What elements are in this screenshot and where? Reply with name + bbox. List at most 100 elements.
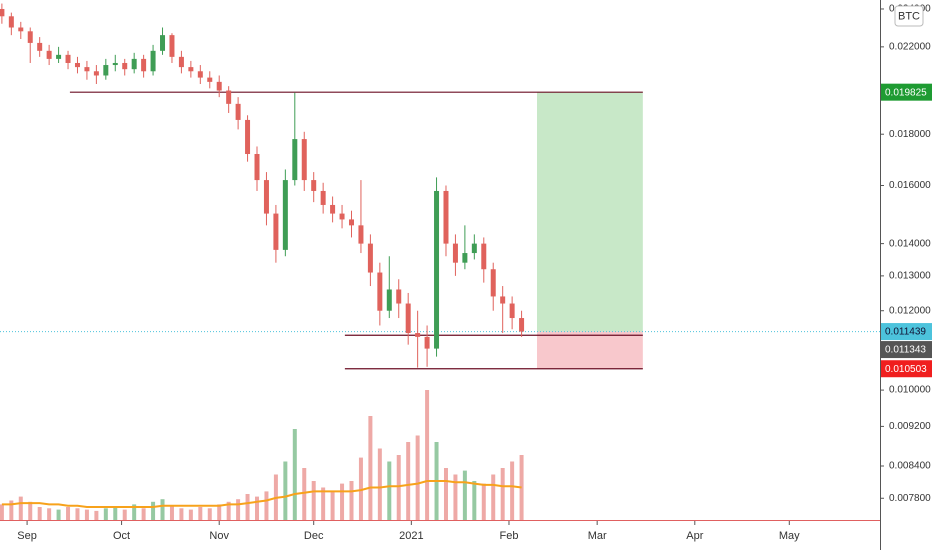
target-badge bbox=[881, 83, 932, 101]
volume-bar bbox=[18, 496, 23, 520]
candle-body bbox=[226, 90, 232, 104]
candle-body bbox=[197, 71, 203, 78]
candle-body bbox=[405, 303, 411, 334]
candle-body bbox=[8, 16, 14, 28]
candle-body bbox=[141, 58, 147, 72]
x-tick-label: May bbox=[779, 530, 800, 542]
volume-bar bbox=[255, 496, 260, 520]
candle-body bbox=[112, 62, 118, 66]
volume-bar bbox=[28, 501, 33, 520]
volume-bar bbox=[169, 505, 174, 520]
volume-bar bbox=[510, 461, 515, 520]
volume-ma-line bbox=[1, 480, 522, 508]
candle-body bbox=[216, 81, 222, 91]
volume-bar bbox=[0, 504, 4, 520]
y-tick-label: 0.008400 bbox=[889, 461, 931, 472]
volume-bar bbox=[415, 435, 420, 520]
candle-body bbox=[367, 243, 373, 273]
volume-bar bbox=[103, 508, 108, 520]
candle-body bbox=[452, 243, 458, 263]
x-tick-label: Feb bbox=[499, 530, 518, 542]
candle-body bbox=[358, 225, 364, 244]
candle-body bbox=[74, 62, 80, 68]
volume-bar bbox=[377, 448, 382, 520]
candle-body bbox=[84, 67, 90, 72]
volume-bar bbox=[462, 470, 467, 520]
stop-badge-label: 0.010503 bbox=[885, 364, 927, 375]
volume-bar bbox=[283, 461, 288, 520]
volume-bar bbox=[368, 416, 373, 520]
entry-badge bbox=[881, 323, 932, 341]
candle-body bbox=[377, 272, 383, 311]
volume-bar bbox=[207, 508, 212, 520]
candle-body bbox=[415, 333, 421, 337]
volume-bar bbox=[151, 501, 156, 520]
volume-bar bbox=[245, 494, 250, 520]
volume-bar bbox=[84, 509, 89, 520]
level-badge-label: 0.011343 bbox=[885, 345, 926, 356]
candle-body bbox=[311, 180, 317, 191]
symbol-box[interactable] bbox=[894, 5, 924, 27]
volume-bar bbox=[264, 491, 269, 520]
position-layer bbox=[0, 91, 880, 370]
y-tick-label: 0.013000 bbox=[889, 271, 931, 282]
candle-body bbox=[178, 56, 184, 68]
y-tick-label: 0.009200 bbox=[889, 421, 931, 432]
x-tick-label: Mar bbox=[588, 530, 607, 542]
volume-bar bbox=[188, 509, 193, 520]
volume-bar bbox=[113, 507, 118, 520]
volume-bar bbox=[198, 507, 203, 520]
volume-bar bbox=[453, 474, 458, 520]
volume-bar bbox=[226, 501, 231, 520]
candle-body bbox=[348, 219, 354, 226]
candle-body bbox=[150, 50, 156, 72]
candle-body bbox=[509, 303, 515, 319]
candle-body bbox=[301, 139, 307, 181]
candle-body bbox=[169, 35, 175, 57]
candle-body bbox=[330, 204, 336, 214]
candle-body bbox=[263, 180, 269, 214]
volume-bar bbox=[500, 468, 505, 520]
candle-body bbox=[0, 8, 5, 17]
volume-bar bbox=[66, 507, 71, 520]
candle-body bbox=[37, 42, 43, 51]
volume-bar bbox=[9, 500, 14, 520]
volume-bar bbox=[56, 509, 61, 520]
volume-bar bbox=[302, 468, 307, 520]
candle-body bbox=[320, 190, 326, 205]
candle-body bbox=[396, 289, 402, 304]
y-tick-label: 0.018000 bbox=[889, 129, 931, 140]
x-tick-label: 2021 bbox=[399, 530, 423, 542]
volume-bar bbox=[160, 499, 165, 520]
candle-body bbox=[160, 35, 166, 51]
volume-bar bbox=[387, 461, 392, 520]
loss-zone bbox=[537, 331, 643, 369]
entry-badge-label: 0.011439 bbox=[885, 327, 926, 338]
volume-layer bbox=[0, 390, 524, 520]
candle-body bbox=[490, 269, 496, 297]
target-badge-label: 0.019825 bbox=[885, 87, 927, 98]
candle-body bbox=[424, 336, 430, 349]
y-tick-label: 0.007800 bbox=[889, 493, 931, 504]
candle-body bbox=[245, 119, 251, 155]
symbol-label[interactable]: BTC bbox=[898, 10, 920, 22]
x-tick-label: Nov bbox=[209, 530, 229, 542]
candle-body bbox=[188, 67, 194, 72]
candle-body bbox=[207, 77, 213, 82]
x-tick-label: Oct bbox=[113, 530, 130, 542]
y-tick-label: 0.010000 bbox=[889, 385, 931, 396]
candle-body bbox=[339, 213, 345, 220]
volume-bar bbox=[75, 508, 80, 520]
volume-bar bbox=[425, 390, 430, 520]
volume-bar bbox=[443, 468, 448, 520]
candle-body bbox=[462, 253, 468, 263]
candle-body bbox=[386, 289, 392, 311]
volume-bar bbox=[47, 508, 52, 520]
volume-bar bbox=[311, 481, 316, 520]
candle-body bbox=[481, 243, 487, 270]
candle-body bbox=[519, 318, 525, 332]
candle-body bbox=[235, 103, 241, 120]
candle-body bbox=[93, 71, 99, 76]
candle-body bbox=[471, 243, 477, 254]
